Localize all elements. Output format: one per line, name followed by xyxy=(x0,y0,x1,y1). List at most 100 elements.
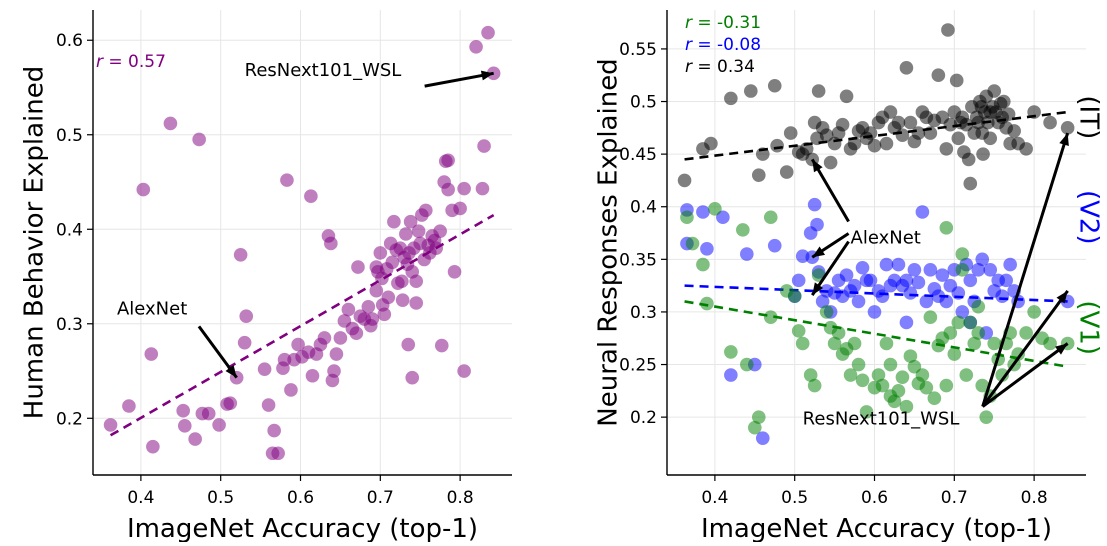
x-tick-label: 0.5 xyxy=(207,488,234,508)
data-point xyxy=(899,273,914,288)
data-point xyxy=(239,309,254,324)
data-point xyxy=(429,241,443,255)
left-correlation-stats: r = 0.57 xyxy=(96,52,166,72)
data-point xyxy=(447,264,462,279)
right-panel: 0.4 0.5 0.6 0.7 0.8 0.2 0.25 0.3 0.35 0.4 0.45 0.5 0… xyxy=(594,10,1104,544)
correlation-label: r = -0.08 xyxy=(685,35,761,55)
data-point xyxy=(915,205,930,219)
x-tick-label: 0.6 xyxy=(287,488,314,508)
data-point xyxy=(867,138,882,153)
data-point xyxy=(803,368,818,382)
data-point xyxy=(795,336,810,351)
data-point xyxy=(403,214,418,229)
data-point xyxy=(233,247,248,262)
y-tick-label: 0.3 xyxy=(56,315,83,335)
data-point xyxy=(891,257,906,272)
data-point xyxy=(871,368,886,382)
data-point xyxy=(811,84,826,98)
data-point xyxy=(903,349,918,363)
right-x-axis-label: ImageNet Accuracy (top-1) xyxy=(701,514,1052,542)
right-region-labels: (IT) (V2) (V1) xyxy=(1074,95,1104,355)
data-point xyxy=(981,115,995,130)
data-point xyxy=(983,263,998,277)
data-point xyxy=(791,273,806,288)
left-y-axis-label: Human Behavior Explained xyxy=(20,66,50,419)
data-point xyxy=(457,181,471,196)
data-point xyxy=(399,227,413,241)
data-point xyxy=(867,305,882,319)
x-tick-label: 0.8 xyxy=(1021,488,1048,508)
annotation-label: AlexNet xyxy=(851,228,921,249)
right-ticks: 0.4 0.5 0.6 0.7 0.8 0.2 0.25 0.3 0.35 0.4 0.45 0.5 0… xyxy=(619,40,1048,508)
correlation-value: = 0.57 xyxy=(103,52,166,72)
data-point xyxy=(1019,326,1033,340)
right-points xyxy=(677,23,1075,445)
data-point xyxy=(839,268,854,282)
data-point xyxy=(915,368,930,382)
data-point xyxy=(401,337,416,352)
annotation-label: AlexNet xyxy=(117,298,187,319)
data-point xyxy=(724,368,738,382)
data-point xyxy=(799,142,814,156)
data-point xyxy=(951,131,966,146)
data-point xyxy=(441,182,455,197)
data-point xyxy=(411,224,426,238)
y-tick-label: 0.2 xyxy=(56,409,83,429)
data-point xyxy=(477,139,491,153)
annotation-arrowhead xyxy=(1059,133,1069,147)
data-point xyxy=(999,273,1013,288)
data-point xyxy=(1011,347,1025,361)
data-point xyxy=(911,275,926,290)
data-point xyxy=(751,168,766,182)
data-point xyxy=(971,326,986,340)
data-point xyxy=(807,197,822,212)
data-point xyxy=(223,396,238,410)
data-point xyxy=(847,336,862,351)
data-point xyxy=(955,247,970,261)
data-point xyxy=(261,398,276,412)
data-point xyxy=(941,23,955,37)
data-point xyxy=(271,446,285,461)
data-point xyxy=(212,418,226,432)
data-point xyxy=(405,370,420,385)
data-point xyxy=(851,357,866,372)
data-point xyxy=(835,117,850,132)
y-tick-label: 0.3 xyxy=(630,303,657,323)
data-point xyxy=(409,296,424,310)
data-point xyxy=(677,173,692,188)
data-point xyxy=(767,238,782,253)
data-point xyxy=(176,403,190,418)
data-point xyxy=(883,357,898,372)
data-point xyxy=(979,410,994,424)
data-point xyxy=(324,236,338,251)
data-point xyxy=(883,105,898,119)
data-point xyxy=(963,176,978,191)
x-tick-label: 0.6 xyxy=(861,488,888,508)
data-point xyxy=(304,189,318,203)
data-point xyxy=(755,431,770,445)
data-point xyxy=(851,294,866,309)
data-point xyxy=(971,115,986,130)
y-tick-label: 0.35 xyxy=(619,250,657,270)
data-point xyxy=(815,294,830,309)
data-point xyxy=(827,336,842,351)
data-point xyxy=(341,302,356,317)
data-point xyxy=(951,315,966,330)
data-point xyxy=(457,364,471,378)
data-point xyxy=(708,202,722,216)
data-point xyxy=(724,345,738,359)
data-point xyxy=(855,373,870,388)
annotation-arrowhead xyxy=(1055,343,1068,355)
y-tick-label: 0.5 xyxy=(56,126,83,146)
data-point xyxy=(744,84,758,98)
annotation-arrow xyxy=(981,290,1069,408)
data-point xyxy=(927,391,942,406)
data-point xyxy=(1027,105,1041,119)
data-point xyxy=(783,126,798,140)
data-point xyxy=(736,223,750,237)
left-panel: 0.4 0.5 0.6 0.7 0.8 0.2 0.3 0.4 0.5 0.6 AlexNet Re… xyxy=(20,10,512,544)
data-point xyxy=(791,324,806,338)
data-point xyxy=(144,347,159,361)
data-point xyxy=(763,310,778,324)
